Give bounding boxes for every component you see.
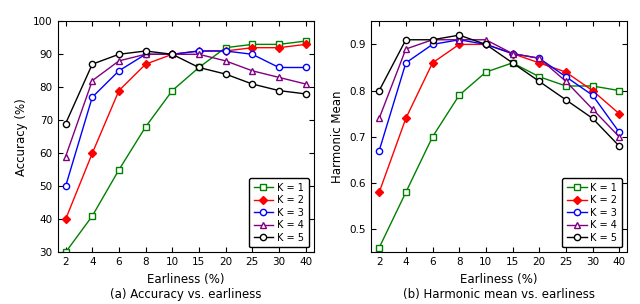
Legend: K = 1, K = 2, K = 3, K = 4, K = 5: K = 1, K = 2, K = 3, K = 4, K = 5 [249,178,308,247]
Legend: K = 1, K = 2, K = 3, K = 4, K = 5: K = 1, K = 2, K = 3, K = 4, K = 5 [563,178,622,247]
X-axis label: Earliness (%): Earliness (%) [147,273,225,286]
X-axis label: Earliness (%): Earliness (%) [460,273,538,286]
Y-axis label: Harmonic Mean: Harmonic Mean [332,91,344,183]
Text: (a) Accuracy vs. earliness: (a) Accuracy vs. earliness [110,288,261,301]
Text: (b) Harmonic mean vs. earliness: (b) Harmonic mean vs. earliness [403,288,595,301]
Y-axis label: Accuracy (%): Accuracy (%) [15,98,28,176]
